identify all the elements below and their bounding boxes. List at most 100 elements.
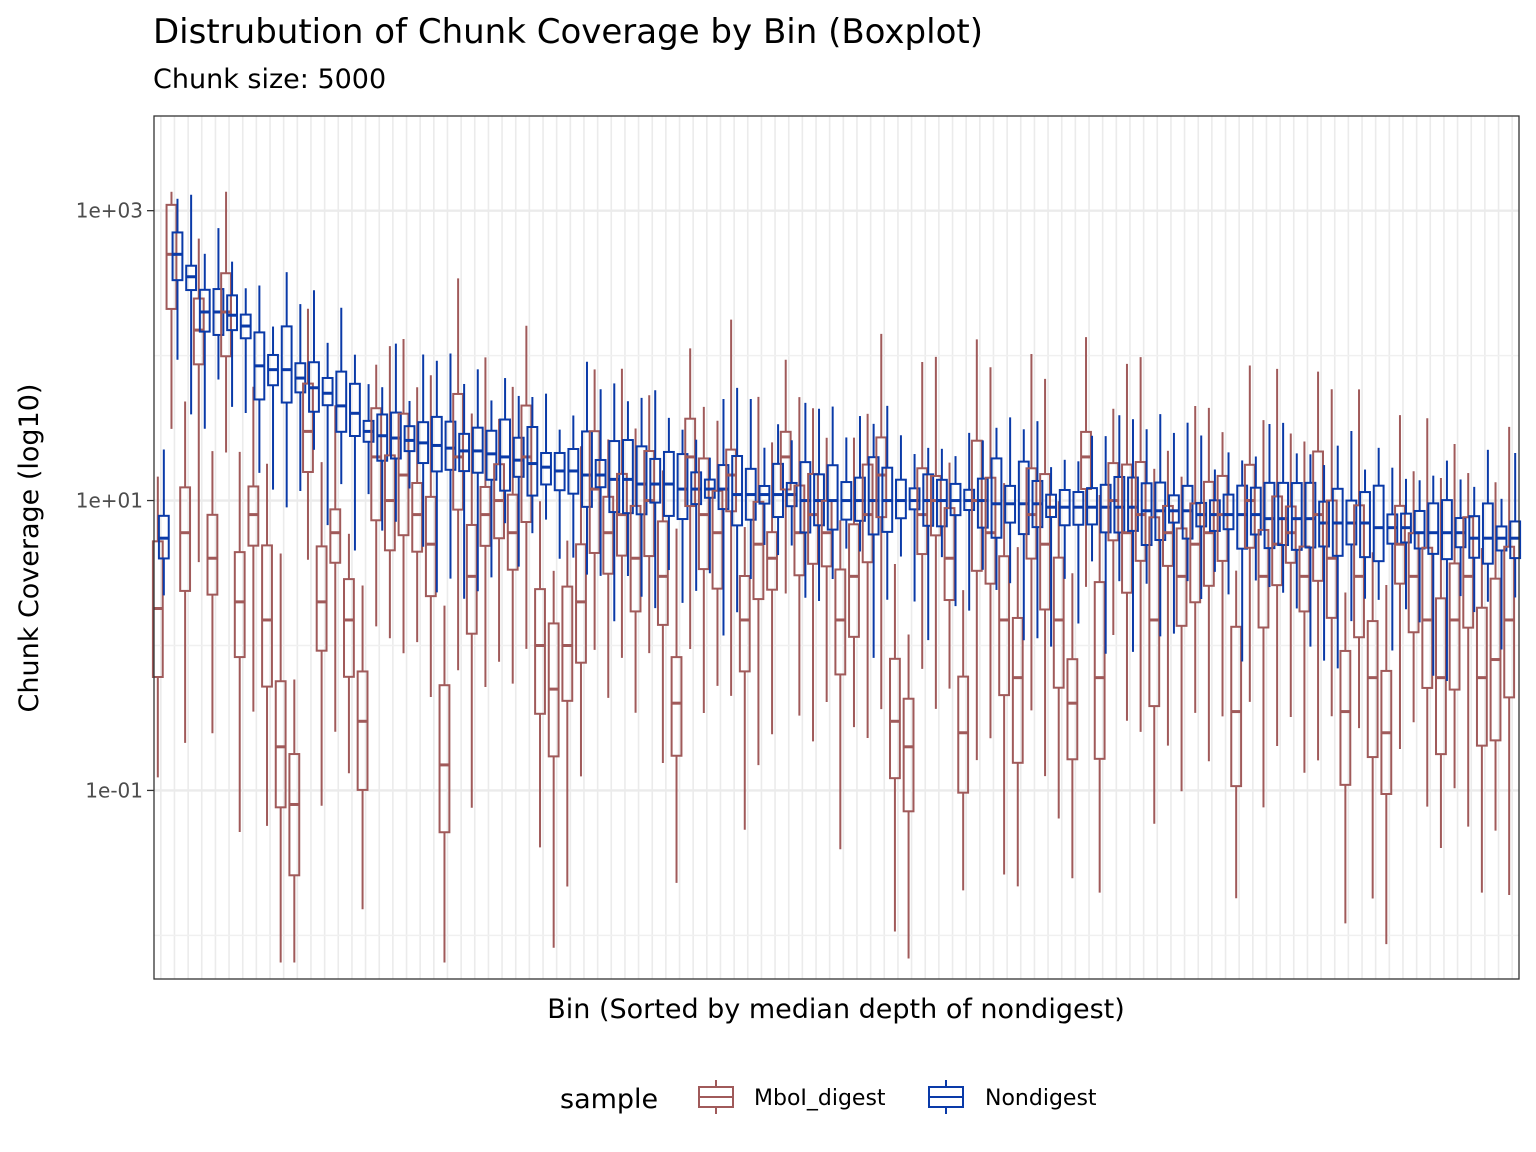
boxplot-mboi-digest xyxy=(738,527,751,830)
boxplot-nondigest xyxy=(280,272,293,508)
legend: sample MboI_digest Nondigest xyxy=(560,1080,1097,1115)
boxplot-nondigest xyxy=(485,400,498,578)
boxplot-mboi-digest xyxy=(206,451,219,734)
boxplot-nondigest xyxy=(1058,459,1071,579)
boxplot-nondigest xyxy=(744,398,757,579)
boxplot-nondigest xyxy=(267,326,279,490)
boxplot-nondigest xyxy=(349,354,361,551)
boxplot-nondigest xyxy=(662,417,675,571)
boxplot-nondigest xyxy=(321,342,334,526)
boxplot-mboi-digest xyxy=(1475,547,1488,893)
boxplot-nondigest xyxy=(949,456,962,607)
boxplot-mboi-digest xyxy=(411,387,424,643)
y-tick-label: 1e+01 xyxy=(76,489,143,513)
boxplot-mboi-digest xyxy=(1230,570,1243,899)
boxplot-nondigest xyxy=(540,393,552,520)
boxplot-mboi-digest xyxy=(315,462,328,806)
boxplot-nondigest xyxy=(1086,435,1098,562)
boxplot-nondigest xyxy=(1372,447,1385,600)
boxplot-mboi-digest xyxy=(1394,415,1406,750)
boxplot-nondigest xyxy=(1045,467,1057,647)
boxplot-mboi-digest xyxy=(684,348,697,649)
boxplot-mboi-digest xyxy=(1148,468,1161,824)
y-axis-title: Chunk Coverage (log10) xyxy=(14,384,45,713)
chart-title: Distrubution of Chunk Coverage by Bin (B… xyxy=(153,12,983,52)
boxplot-mboi-digest xyxy=(1243,365,1256,702)
boxplot-mboi-digest xyxy=(547,570,560,948)
boxplot-nondigest xyxy=(1468,486,1481,613)
boxplot-mboi-digest xyxy=(943,462,956,689)
boxplot-mboi-digest xyxy=(697,406,710,714)
boxplot-nondigest xyxy=(1004,417,1017,584)
boxplot-nondigest xyxy=(253,285,266,473)
boxplot-mboi-digest xyxy=(165,191,178,429)
boxplot-mboi-digest xyxy=(288,679,301,963)
legend-label-mboi-digest: MboI_digest xyxy=(754,1086,886,1111)
boxplot-nondigest xyxy=(1031,421,1044,639)
boxplot-nondigest xyxy=(239,288,252,413)
legend-title: sample xyxy=(560,1084,658,1115)
boxplot-mboi-digest xyxy=(520,325,533,649)
boxplot-mboi-digest xyxy=(356,585,369,910)
boxplot-mboi-digest xyxy=(1080,337,1092,587)
boxplot-nondigest xyxy=(389,343,402,522)
boxplot-mboi-digest xyxy=(861,413,874,738)
boxplot-nondigest xyxy=(1290,453,1303,609)
boxplot-mboi-digest xyxy=(902,634,915,959)
boxplot-mboi-digest xyxy=(916,361,929,669)
boxplot-mboi-digest xyxy=(1202,407,1215,762)
boxplot-nondigest xyxy=(1509,452,1522,598)
boxplot-nondigest xyxy=(444,353,457,579)
y-axis: 1e-01 1e+01 1e+03 xyxy=(76,199,154,802)
boxplot-mboi-digest xyxy=(588,369,601,650)
boxplot-nondigest xyxy=(1481,449,1494,602)
boxplot-nondigest xyxy=(526,396,539,534)
boxplot-mboi-digest xyxy=(452,278,465,671)
boxplot-mboi-digest xyxy=(1298,441,1311,773)
boxplot-nondigest xyxy=(294,304,307,491)
boxplot-mboi-digest xyxy=(725,319,738,696)
boxplot-mboi-digest xyxy=(984,367,997,739)
boxplot-nondigest xyxy=(567,415,580,558)
boxplot-nondigest xyxy=(1168,432,1180,634)
boxplot-nondigest xyxy=(1222,452,1235,595)
boxplot-mboi-digest xyxy=(656,470,669,764)
boxplot-mboi-digest xyxy=(1339,592,1352,924)
boxplot-mboi-digest xyxy=(1093,495,1106,893)
boxplot-nondigest xyxy=(458,383,471,599)
boxplot-nondigest xyxy=(1441,460,1453,682)
boxplot-mboi-digest xyxy=(274,553,287,963)
boxplot-nondigest xyxy=(212,228,225,380)
boxplot-mboi-digest xyxy=(479,357,492,687)
boxplot-nondigest xyxy=(1113,415,1126,582)
boxplot-nondigest xyxy=(417,354,430,547)
boxplot-mboi-digest xyxy=(179,401,192,743)
boxplot-nondigest xyxy=(935,448,948,558)
boxplot-mboi-digest xyxy=(820,437,833,702)
boxplot-mboi-digest xyxy=(1284,433,1297,717)
boxplot-mboi-digest xyxy=(998,483,1011,875)
boxplot-mboi-digest xyxy=(1353,389,1365,729)
boxplot-nondigest xyxy=(731,387,744,613)
boxplot-mboi-digest xyxy=(807,408,819,742)
boxplot-nondigest xyxy=(881,405,894,600)
boxplot-nondigest xyxy=(608,383,621,622)
boxplot-mboi-digest xyxy=(1189,406,1202,713)
boxplot-mboi-digest xyxy=(1052,501,1065,819)
boxplot-nondigest xyxy=(1386,467,1399,651)
boxplot-mboi-digest xyxy=(848,437,860,728)
boxplot-nondigest xyxy=(185,194,198,415)
boxplot-mboi-digest xyxy=(302,308,314,560)
boxplot-mboi-digest xyxy=(343,533,355,774)
boxplot-nondigest xyxy=(430,360,443,593)
boxplot-nondigest xyxy=(1099,436,1112,654)
boxplot-mboi-digest xyxy=(1066,573,1079,879)
boxplot-nondigest xyxy=(635,397,648,597)
boxplot-mboi-digest xyxy=(493,418,505,662)
boxplot-mboi-digest xyxy=(834,520,847,850)
boxplot-nondigest xyxy=(403,400,416,489)
boxplot-nondigest xyxy=(854,416,866,552)
boxplot-nondigest xyxy=(471,369,484,592)
boxplot-mboi-digest xyxy=(1121,363,1133,721)
panel-border xyxy=(153,115,1520,980)
